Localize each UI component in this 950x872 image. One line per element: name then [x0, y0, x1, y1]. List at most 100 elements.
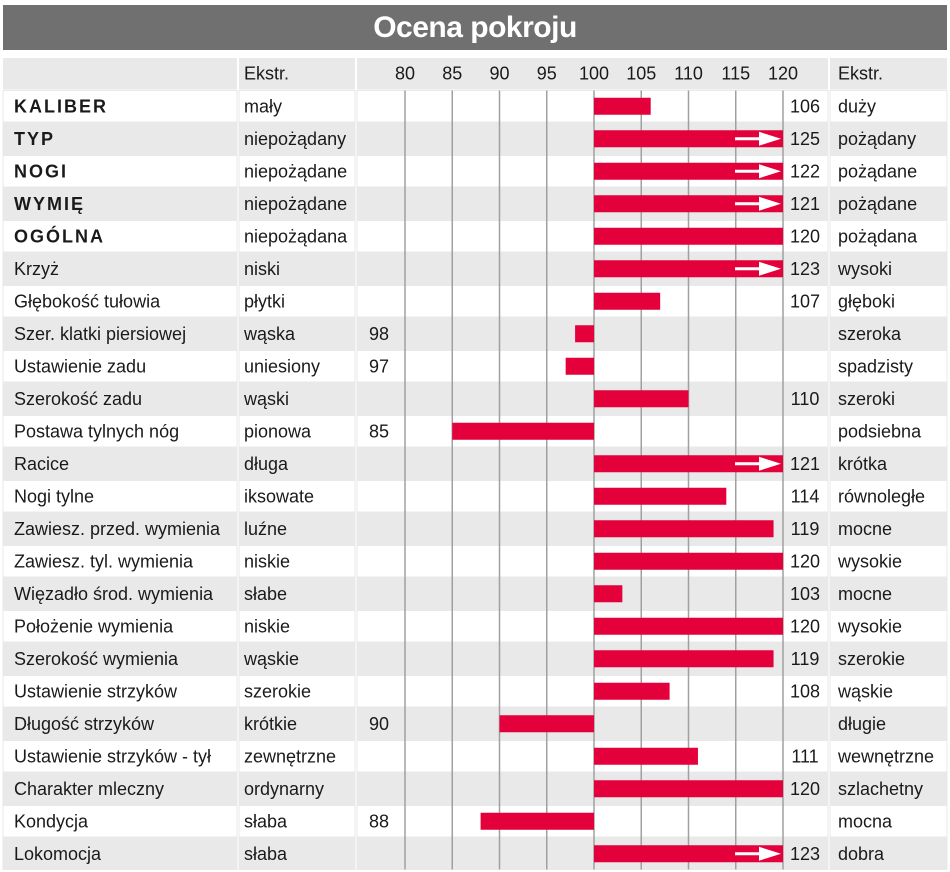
- low-extreme-label: krótkie: [244, 714, 297, 734]
- bar: [594, 390, 689, 408]
- low-extreme-label: niepożądany: [244, 129, 346, 149]
- trait-name: WYMIĘ: [14, 194, 85, 214]
- row-cell-bg: [829, 512, 948, 545]
- bar-value-label: 123: [790, 844, 820, 864]
- row-cell-bg: [2, 512, 238, 545]
- trait-name: Głębokość tułowia: [14, 291, 161, 311]
- high-extreme-label: pożądane: [838, 161, 917, 181]
- row-cell-bg: [829, 382, 948, 415]
- row-cell-bg: [2, 187, 238, 220]
- trait-name: Charakter mleczny: [14, 779, 164, 799]
- bar-value-label: 108: [790, 681, 820, 701]
- bar-value-label: 121: [790, 194, 820, 214]
- header-cell-bg: [3, 58, 237, 90]
- high-extreme-label: wysokie: [837, 616, 902, 636]
- low-extreme-label: niepożądane: [244, 161, 347, 181]
- trait-name: Zawiesz. tyl. wymienia: [14, 551, 194, 571]
- low-extreme-label: słabe: [244, 584, 287, 604]
- row-cell-bg: [238, 382, 356, 415]
- high-extreme-label: szeroka: [838, 324, 902, 344]
- bar: [594, 780, 783, 798]
- bar: [594, 585, 623, 603]
- trait-name: Nogi tylne: [14, 486, 94, 506]
- bar-value-label: 97: [369, 356, 389, 376]
- overflow-arrow-head: [759, 846, 781, 861]
- row-cell-bg: [238, 740, 356, 773]
- labels: Ekstr. Ekstr. 80 85 90 95 100 105 110 115 120 KALIB…: [14, 63, 934, 864]
- row-cell-bg: [238, 545, 356, 578]
- row-cell-bg: [2, 805, 238, 838]
- overflow-arrow-shaft: [735, 462, 761, 466]
- header-extreme-right: Ekstr.: [838, 63, 883, 83]
- row-cell-bg: [829, 740, 948, 773]
- row-cell-bg: [2, 285, 238, 318]
- row-cell-bg: [2, 480, 238, 513]
- overflow-arrow-shaft: [735, 169, 761, 173]
- high-extreme-label: szeroki: [838, 389, 895, 409]
- low-extreme-label: niskie: [244, 551, 290, 571]
- bar: [594, 650, 774, 668]
- overflow-arrow-head: [759, 164, 781, 179]
- row-cell-bg: [829, 805, 948, 838]
- high-extreme-label: pożądany: [838, 129, 916, 149]
- row-cell-bg: [829, 837, 948, 870]
- row-cell-bg: [2, 350, 238, 383]
- trait-name: Ustawienie strzyków - tył: [14, 746, 211, 766]
- row-cell-bg: [2, 155, 238, 188]
- trait-name: TYP: [14, 129, 55, 149]
- row-cell-bg: [356, 805, 829, 838]
- row-cell-bg: [829, 642, 948, 675]
- row-cell-bg: [238, 415, 356, 448]
- bar: [594, 97, 651, 115]
- row-cell-bg: [829, 285, 948, 318]
- high-extreme-label: długie: [838, 714, 886, 734]
- row-cell-bg: [2, 577, 238, 610]
- trait-name: Położenie wymienia: [14, 616, 174, 636]
- bar-value-label: 98: [369, 324, 389, 344]
- row-cell-bg: [829, 155, 948, 188]
- tick-label: 115: [721, 63, 750, 83]
- tick-label: 105: [626, 63, 656, 83]
- title-bar: Ocena pokroju: [3, 5, 947, 50]
- high-extreme-label: głęboki: [838, 291, 895, 311]
- high-extreme-label: podsiebna: [838, 421, 922, 441]
- bar: [594, 682, 670, 700]
- row-cell-bg: [829, 772, 948, 805]
- low-extreme-label: wąskie: [243, 649, 299, 669]
- low-extreme-label: wąski: [243, 389, 289, 409]
- row-cell-bg: [2, 707, 238, 740]
- bar: [452, 422, 594, 440]
- row-cell-bg: [2, 610, 238, 643]
- overflow-arrow-head: [759, 131, 781, 146]
- row-cell-bg: [356, 642, 829, 675]
- high-extreme-label: krótka: [838, 454, 888, 474]
- row-cell-bg: [2, 382, 238, 415]
- high-extreme-label: wąskie: [837, 681, 893, 701]
- chart-title: Ocena pokroju: [373, 11, 577, 44]
- bar-value-label: 120: [790, 616, 820, 636]
- bar-value-label: 119: [791, 649, 820, 669]
- row-cell-bg: [829, 480, 948, 513]
- trait-name: Racice: [14, 454, 69, 474]
- low-extreme-label: ordynarny: [244, 779, 324, 799]
- row-cell-bg: [356, 382, 829, 415]
- trait-name: Ustawienie zadu: [14, 356, 146, 376]
- high-extreme-label: mocne: [838, 584, 892, 604]
- row-cell-bg: [238, 285, 356, 318]
- bar-value-label: 110: [791, 389, 820, 409]
- high-extreme-label: wewnętrzne: [837, 746, 934, 766]
- row-cell-bg: [2, 447, 238, 480]
- row-cell-bg: [238, 642, 356, 675]
- overflow-arrow-head: [759, 456, 781, 471]
- low-extreme-label: uniesiony: [244, 356, 320, 376]
- low-extreme-label: mały: [244, 96, 282, 116]
- trait-name: Szerokość zadu: [14, 389, 142, 409]
- row-cell-bg: [238, 350, 356, 383]
- tick-label: 80: [395, 63, 415, 83]
- row-cell-bg: [238, 122, 356, 155]
- row-cell-bg: [238, 610, 356, 643]
- high-extreme-label: dobra: [838, 844, 885, 864]
- low-extreme-label: luźne: [244, 519, 287, 539]
- header-extreme-left: Ekstr.: [244, 63, 289, 83]
- low-extreme-label: niepożądane: [244, 194, 347, 214]
